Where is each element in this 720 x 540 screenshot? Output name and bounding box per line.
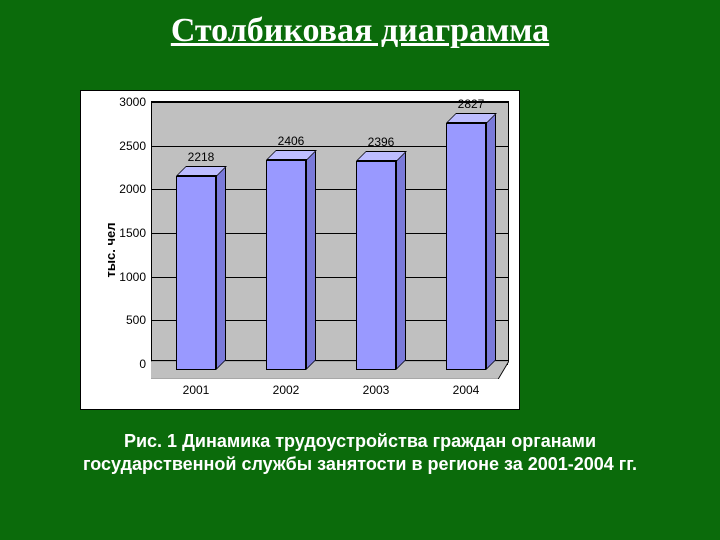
bar: 2218 [176,167,217,361]
plot-area: 050010001500200025003000 221824062396282… [151,101,509,379]
y-tick-label: 2500 [119,139,146,153]
bar-value-label: 2396 [341,135,421,149]
x-tick-label: 2004 [426,383,506,397]
x-tick-label: 2003 [336,383,416,397]
slide-title: Столбиковая диаграмма [0,0,720,50]
figure-caption: Рис. 1 Динамика трудоустройства граждан … [80,430,640,475]
bars-layer: 2218 2406 2396 2827 [151,101,509,361]
y-axis-label: тыс. чел [103,223,118,278]
y-tick-label: 500 [126,313,146,327]
y-tick-label: 2000 [119,182,146,196]
bar: 2406 [266,151,307,361]
bar-value-label: 2218 [161,150,241,164]
slide: Столбиковая диаграмма тыс. чел 0 500 1000 1… [0,0,720,540]
bar: 2396 [356,152,397,361]
y-tick-label: 0 [139,357,146,371]
bar: 2827 [446,114,487,361]
chart-container: тыс. чел 0 500 1000 1500 2000 2500 3000 2218 24… [80,90,520,410]
y-tick-label: 3000 [119,95,146,109]
y-tick-label: 1500 [119,226,146,240]
y-tick-label: 1000 [119,270,146,284]
bar-value-label: 2406 [251,134,331,148]
x-tick-label: 2002 [246,383,326,397]
x-tick-label: 2001 [156,383,236,397]
bar-value-label: 2827 [431,97,511,111]
